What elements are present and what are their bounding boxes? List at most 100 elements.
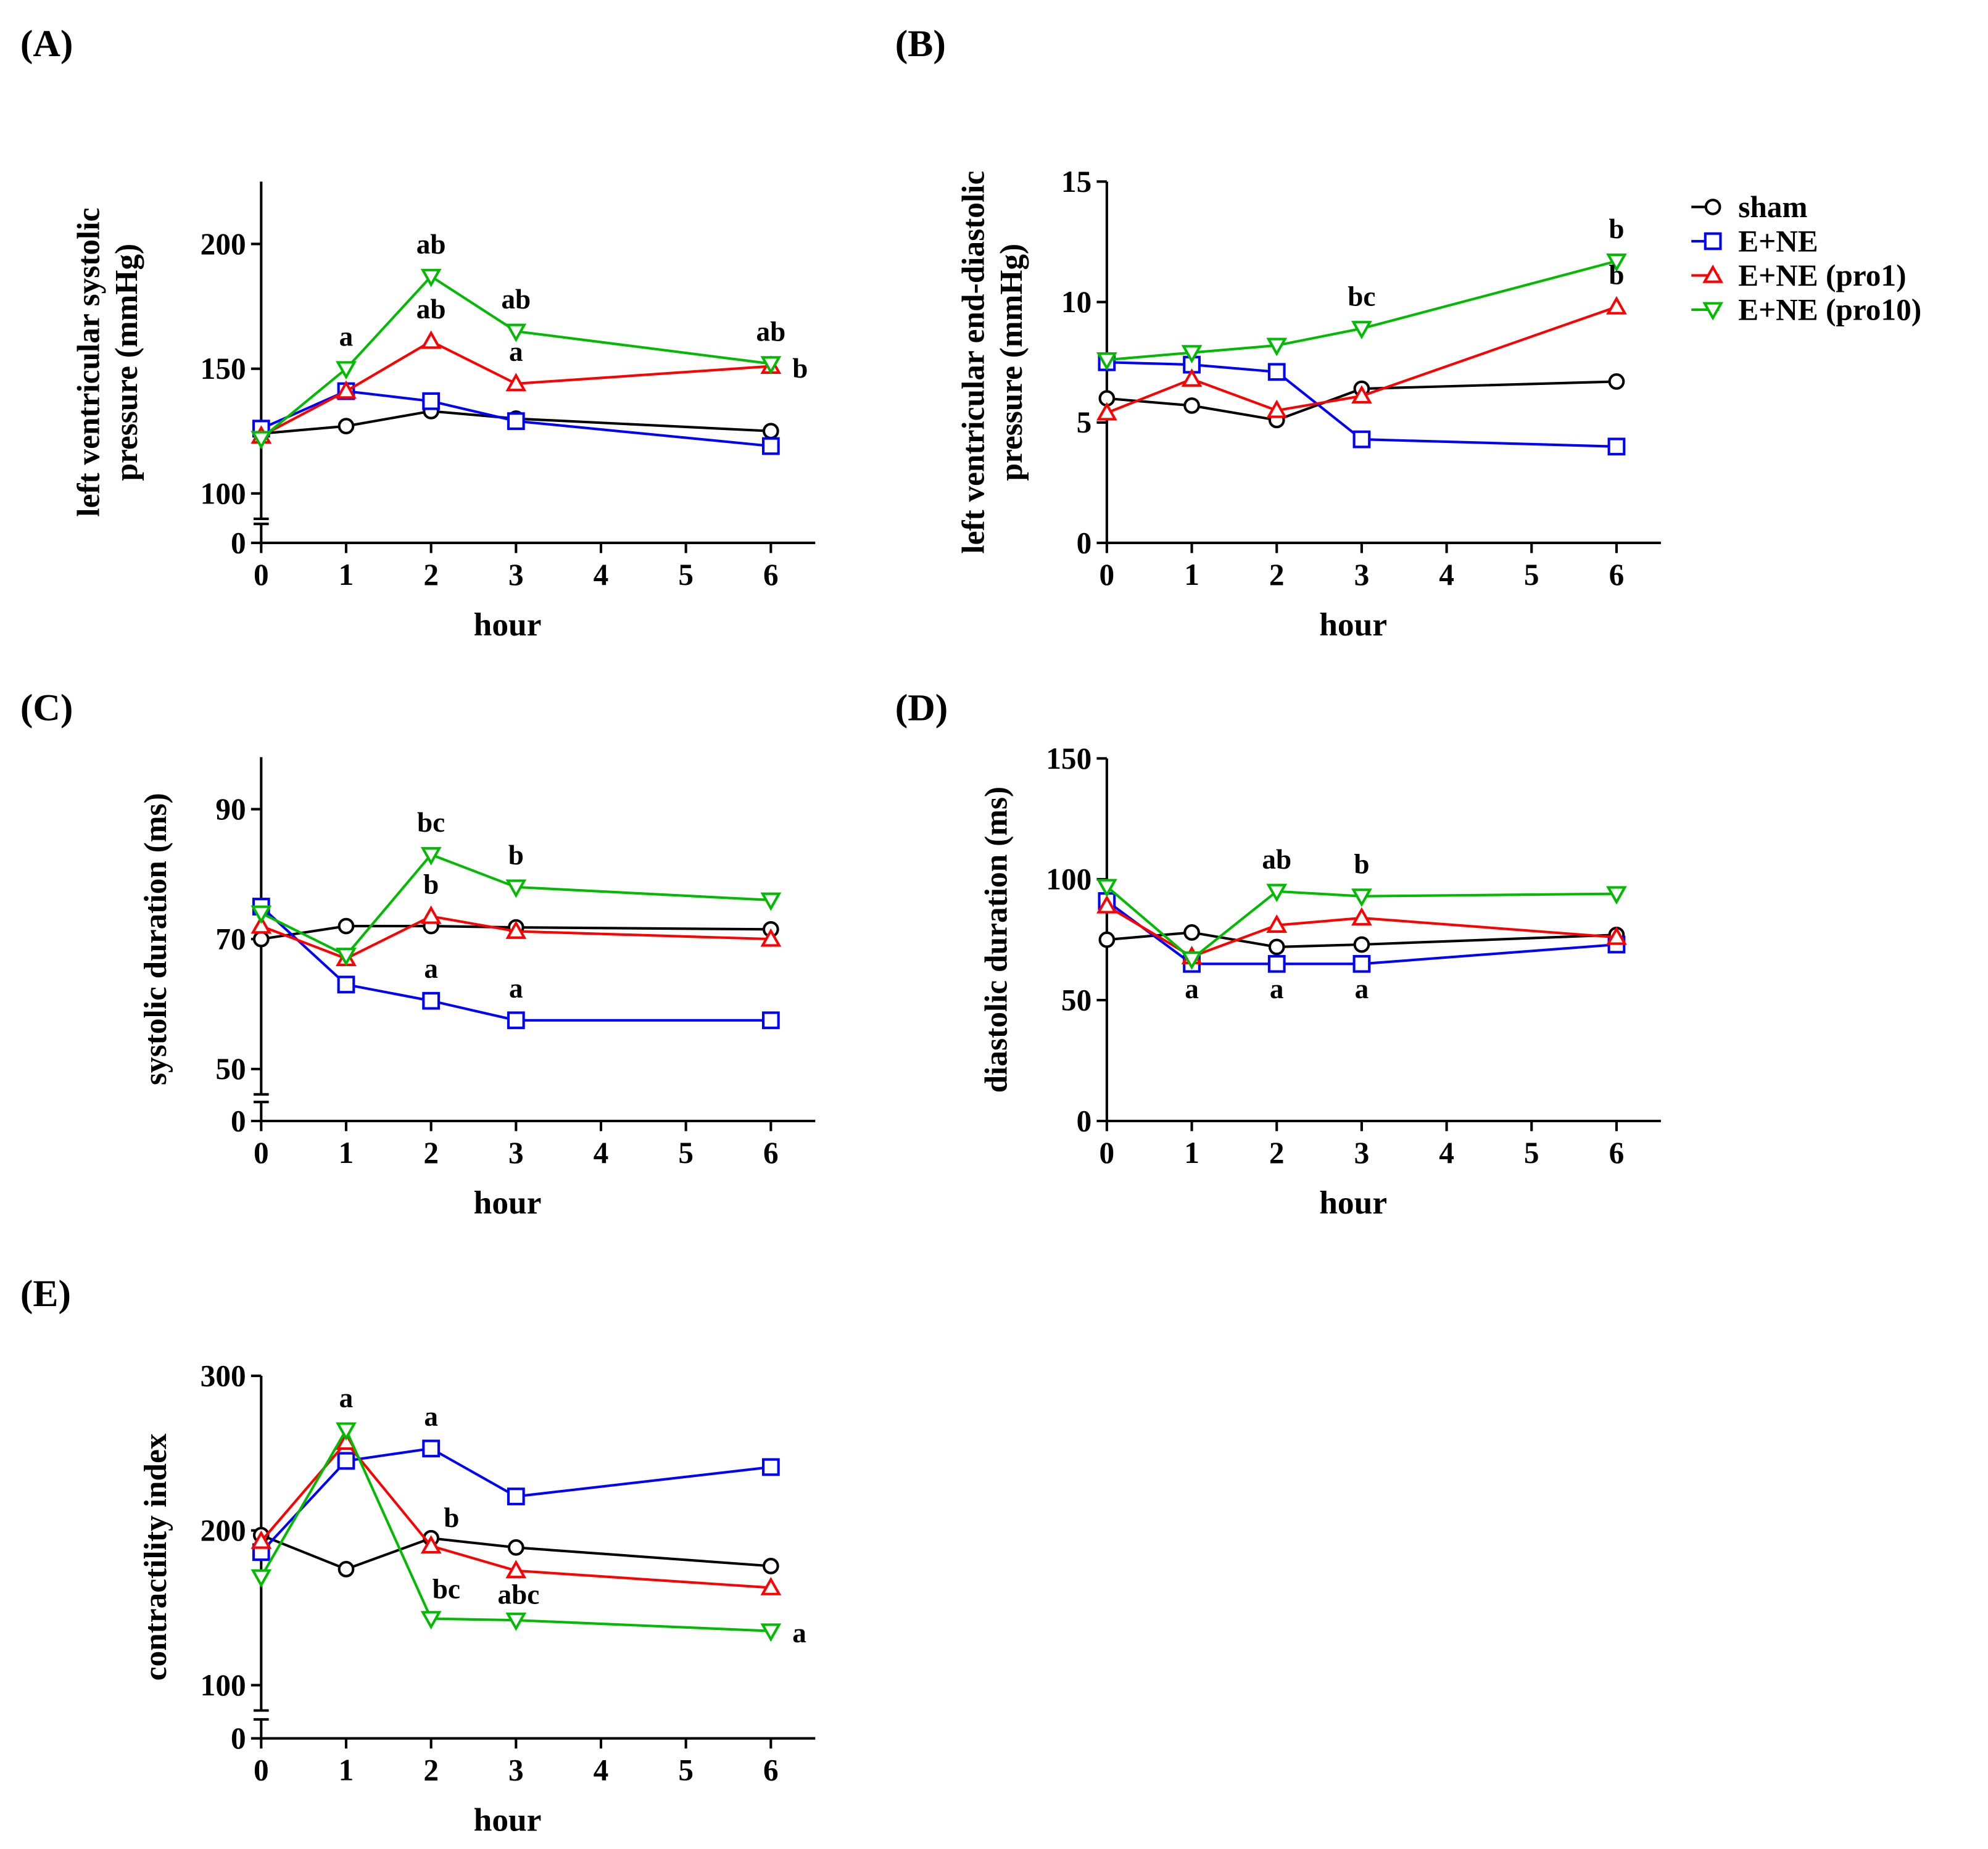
- panel-label: (B): [895, 23, 946, 65]
- y-axis-label: left ventricular end-diastolic: [956, 171, 992, 554]
- data-point: [420, 330, 442, 349]
- data-point: [1181, 345, 1203, 364]
- significance-label: b: [508, 840, 524, 871]
- data-point: [760, 928, 782, 947]
- y-tick-label: 100: [201, 1668, 246, 1702]
- legend-label: sham: [1738, 190, 1807, 224]
- data-point: [338, 917, 355, 935]
- data-point: [505, 323, 527, 342]
- data-point: [1267, 363, 1286, 381]
- x-axis-label: hour: [474, 1801, 542, 1839]
- data-point: [337, 975, 355, 994]
- x-tick-label: 0: [1100, 558, 1115, 592]
- significance-label: bc: [433, 1574, 460, 1605]
- x-tick-label: 5: [1524, 558, 1539, 592]
- legend-label: E+NE (pro1): [1738, 259, 1906, 292]
- data-point: [251, 1530, 272, 1549]
- data-point: [505, 879, 527, 898]
- data-point: [336, 361, 357, 380]
- data-point: [761, 1458, 780, 1476]
- significance-label: a: [1355, 974, 1369, 1004]
- data-point: [1351, 907, 1372, 926]
- x-tick-label: 3: [508, 1136, 524, 1170]
- legend-item: E+NE (pro1): [1691, 259, 1907, 292]
- data-point: [761, 1011, 780, 1030]
- data-point: [338, 1561, 355, 1578]
- panel-label: (C): [20, 687, 73, 729]
- data-point: [1266, 399, 1288, 418]
- data-point: [1266, 337, 1288, 357]
- y-axis-label: systolic duration (ms): [138, 793, 173, 1085]
- data-point: [420, 905, 442, 924]
- x-tick-label: 2: [423, 1753, 439, 1787]
- y-tick-label: 100: [201, 476, 246, 510]
- data-point: [762, 1558, 779, 1574]
- data-point: [251, 431, 272, 450]
- data-point: [507, 1539, 524, 1556]
- x-tick-label: 6: [763, 1136, 779, 1170]
- y-tick-label: 150: [201, 352, 246, 386]
- legend-marker: [1704, 199, 1721, 215]
- y-tick-label: 100: [1046, 862, 1091, 896]
- significance-label: bc: [1348, 281, 1375, 312]
- chart-panel-1: (B) 0 5 10 15 0 1 2 3 4 5 6 hour left ventricular end…: [895, 23, 1661, 643]
- data-point: [760, 1623, 782, 1642]
- data-point: [1352, 430, 1371, 449]
- y-tick-label: 10: [1061, 285, 1091, 319]
- data-point: [1181, 368, 1203, 387]
- data-point: [1608, 373, 1625, 390]
- y-tick-label: 5: [1077, 405, 1092, 439]
- data-point: [1266, 883, 1288, 903]
- significance-label: b: [792, 353, 808, 384]
- x-tick-label: 0: [1100, 1136, 1115, 1170]
- data-point: [507, 1487, 525, 1505]
- data-point: [337, 1452, 355, 1470]
- series-e-ne-pro10-: [251, 1422, 782, 1642]
- series-e-ne-pro1-: [251, 905, 782, 967]
- legend-marker: [1702, 264, 1723, 283]
- data-point: [336, 948, 357, 966]
- data-point: [1183, 924, 1200, 941]
- y-tick-label: 150: [1046, 742, 1091, 776]
- significance-label: a: [339, 321, 354, 352]
- legend-label: E+NE (pro10): [1738, 292, 1921, 326]
- data-point: [1606, 926, 1627, 945]
- y-tick-label: 50: [215, 1052, 246, 1086]
- significance-label: a: [509, 336, 523, 367]
- x-tick-label: 5: [1524, 1136, 1539, 1170]
- significance-label: b: [423, 869, 439, 900]
- x-axis-label: hour: [474, 606, 542, 643]
- x-tick-label: 2: [423, 558, 439, 592]
- data-point: [760, 892, 782, 911]
- x-axis-label: hour: [1319, 606, 1387, 643]
- y-tick-label: 200: [201, 1513, 246, 1547]
- x-tick-label: 0: [254, 558, 269, 592]
- x-tick-label: 5: [678, 1136, 694, 1170]
- x-tick-label: 4: [594, 1136, 609, 1170]
- y-axis-label: diastolic duration (ms): [979, 787, 1014, 1093]
- data-point: [420, 1611, 442, 1630]
- significance-label: a: [1185, 974, 1199, 1004]
- x-axis-label: hour: [474, 1184, 542, 1221]
- x-tick-label: 3: [1354, 558, 1370, 592]
- data-point: [505, 1612, 527, 1631]
- data-point: [251, 905, 272, 924]
- data-point: [762, 423, 779, 440]
- data-point: [1268, 938, 1285, 956]
- x-tick-label: 3: [508, 1753, 524, 1787]
- significance-label: bc: [417, 807, 445, 838]
- legend-item: E+NE: [1691, 224, 1818, 258]
- legend-item: E+NE (pro10): [1691, 292, 1921, 326]
- data-point: [507, 412, 525, 430]
- data-point: [420, 846, 442, 866]
- data-point: [1351, 888, 1372, 908]
- data-point: [1606, 253, 1627, 272]
- significance-label: ab: [416, 294, 446, 325]
- y-axis-label: left ventricular systolic: [71, 208, 106, 517]
- data-point: [338, 418, 355, 435]
- data-point: [505, 373, 527, 392]
- legend-item: sham: [1691, 190, 1808, 224]
- data-point: [1606, 886, 1627, 905]
- data-point: [1351, 385, 1372, 404]
